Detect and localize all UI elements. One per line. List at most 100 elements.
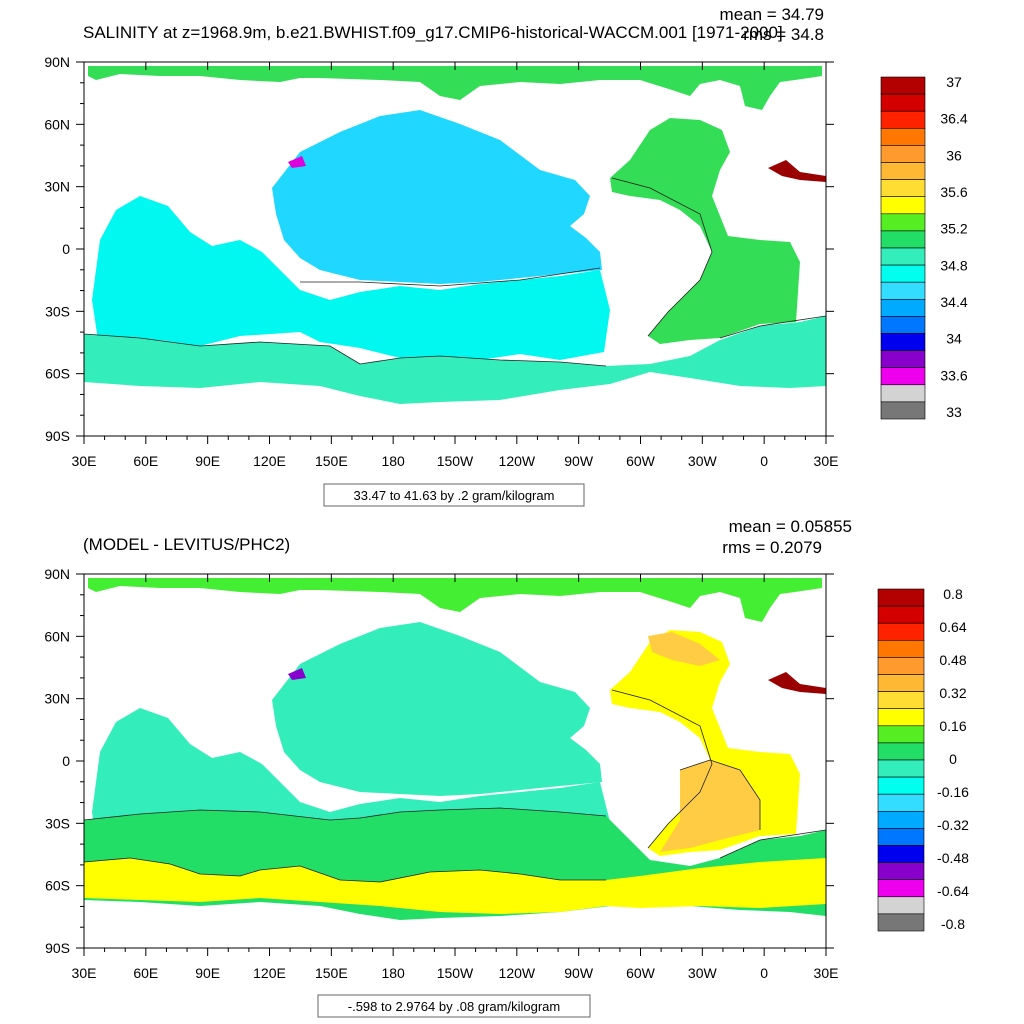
y-tick-label: 0 — [62, 241, 70, 257]
mean-label: mean = 0.05855 — [729, 517, 852, 536]
y-tick-label: 30S — [45, 815, 70, 831]
y-tick-label: 30N — [44, 179, 70, 195]
info-box — [317, 994, 591, 1018]
y-tick-label: 90S — [45, 428, 70, 444]
x-tick-label: 180 — [381, 965, 405, 981]
colorbar-swatch — [877, 725, 925, 744]
colorbar-label: -0.48 — [937, 850, 969, 866]
colorbar-swatch — [880, 367, 926, 386]
region-atlantic-high — [648, 632, 720, 666]
colorbar-label: -0.32 — [937, 817, 969, 833]
x-tick-label: 90W — [564, 965, 594, 981]
y-tick-label: 60N — [44, 116, 70, 132]
colorbar-swatch — [877, 691, 925, 709]
x-tick-label: 30E — [72, 965, 97, 981]
panel-title: SALINITY at z=1968.9m, b.e21.BWHIST.f09_… — [83, 23, 783, 42]
colorbar-swatch — [877, 674, 925, 692]
colorbar-swatch — [880, 196, 926, 215]
axis-ticks-bottom: 30E 60E 90E 120E 150E 180 150W 120W 90W 60W 30W 0 30… — [44, 566, 838, 981]
colorbar-swatch — [877, 879, 925, 898]
panel-top: SALINITY at z=1968.9m, b.e21.BWHIST.f09_… — [44, 5, 968, 507]
colorbar-label: 33.6 — [940, 367, 967, 383]
colorbar-swatch — [880, 213, 926, 232]
y-tick-label: 90N — [44, 566, 70, 582]
region-mediterranean — [768, 160, 826, 182]
x-tick-label: 30E — [814, 453, 839, 469]
colorbar-swatch — [877, 828, 925, 846]
colorbar-swatch — [877, 708, 925, 727]
colorbar-swatch — [877, 896, 925, 915]
colorbar-label: 34.8 — [940, 257, 967, 273]
colorbar-label: 0.48 — [939, 652, 966, 668]
y-tick-label: 60S — [45, 878, 70, 894]
x-tick-label: 30W — [688, 453, 718, 469]
colorbar-label: 36.4 — [940, 111, 967, 127]
colorbar-swatch — [880, 281, 926, 300]
region-southern-ocean — [84, 316, 826, 404]
x-tick-label: 150E — [315, 453, 348, 469]
colorbar-swatch — [880, 128, 926, 146]
region-japan-sea — [288, 668, 306, 680]
region-mediterranean — [768, 672, 826, 694]
contour-line — [83, 177, 827, 367]
colorbar-label: 0.32 — [939, 685, 966, 701]
y-tick-label: 30N — [44, 691, 70, 707]
colorbar-swatch — [877, 862, 925, 880]
colorbar-swatch — [877, 605, 925, 624]
mean-label: mean = 34.79 — [720, 5, 824, 24]
x-tick-label: 60W — [626, 965, 656, 981]
colorbar-swatch — [877, 776, 925, 795]
x-tick-label: 60W — [626, 453, 656, 469]
region-japan-sea — [288, 156, 306, 168]
colorbar-label: 0 — [949, 751, 957, 767]
region-arctic — [88, 578, 822, 622]
x-tick-label: 90E — [195, 453, 220, 469]
colorbar-swatch — [880, 316, 926, 334]
x-tick-label: 120E — [253, 453, 286, 469]
contour-line — [83, 689, 827, 883]
x-tick-label: 150W — [437, 965, 474, 981]
rms-label: rms = 0.2079 — [722, 538, 822, 557]
x-tick-label: 30E — [814, 965, 839, 981]
colorbar-label: 0.8 — [943, 586, 963, 602]
x-tick-label: 120E — [253, 965, 286, 981]
colorbar-swatch — [877, 657, 925, 675]
colorbar-label: -0.64 — [937, 883, 969, 899]
y-tick-label: 0 — [62, 753, 70, 769]
y-tick-label: 90N — [44, 54, 70, 70]
colorbar-swatch — [877, 845, 925, 863]
colorbar-swatch — [880, 110, 926, 129]
x-tick-label: 30W — [688, 965, 718, 981]
map-bottom — [83, 573, 827, 949]
x-tick-label: 0 — [760, 965, 768, 981]
x-tick-label: 90E — [195, 965, 220, 981]
x-tick-label: 60E — [133, 965, 158, 981]
map-top — [83, 61, 827, 437]
colorbar-swatch — [877, 588, 925, 607]
colorbar-swatch — [880, 401, 926, 420]
colorbar-label: 33 — [946, 404, 962, 420]
y-tick-label: 30S — [45, 303, 70, 319]
x-tick-label: 120W — [499, 965, 536, 981]
info-label: -.598 to 2.9764 by .08 gram/kilogram — [348, 999, 560, 1014]
info-label: 33.47 to 41.63 by .2 gram/kilogram — [354, 488, 555, 503]
region-pacific — [272, 110, 602, 284]
colorbar-swatch — [880, 350, 926, 369]
region-indian — [92, 196, 610, 362]
region-arctic — [88, 66, 822, 110]
colorbar-swatch — [877, 810, 925, 829]
x-tick-label: 150E — [315, 965, 348, 981]
y-tick-label: 90S — [45, 940, 70, 956]
panel-title: (MODEL - LEVITUS/PHC2) — [83, 535, 290, 554]
colorbar-swatch — [880, 384, 926, 403]
colorbar-swatch — [877, 759, 925, 778]
colorbar-swatch — [877, 742, 925, 761]
colorbar-bottom: 0.8 0.64 0.48 0.32 0.16 0 -0.16 -0.32 -0.48 -0.64… — [877, 586, 969, 932]
colorbar-label: 0.16 — [939, 718, 966, 734]
colorbar-swatch — [877, 913, 925, 932]
x-tick-label: 90W — [564, 453, 594, 469]
rms-label: rms = 34.8 — [743, 25, 824, 44]
colorbar-label: 0.64 — [939, 619, 966, 635]
colorbar-swatch — [880, 162, 926, 180]
